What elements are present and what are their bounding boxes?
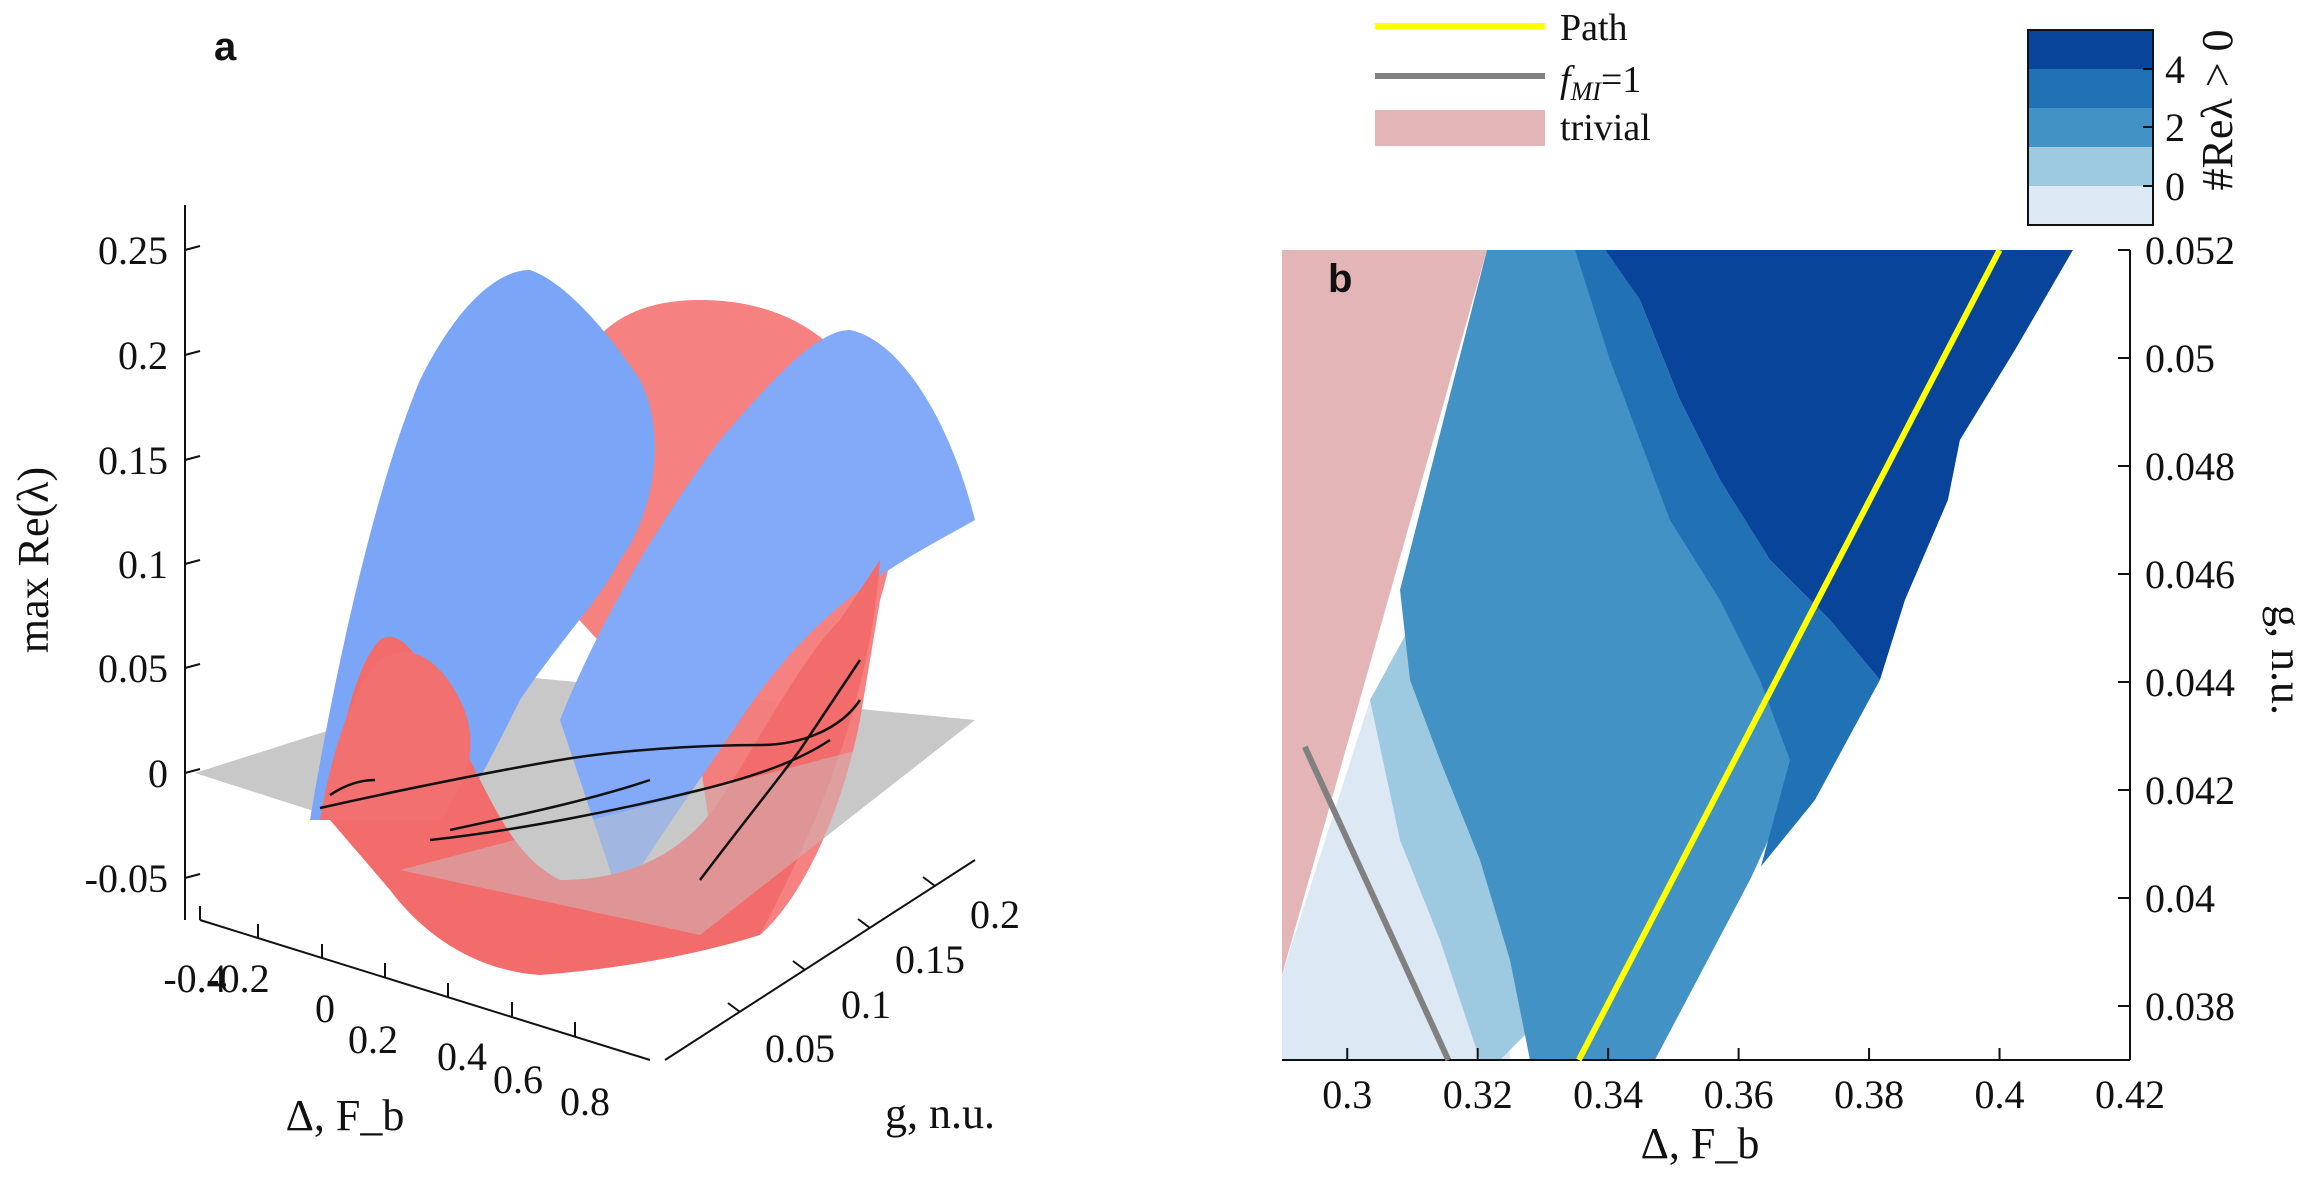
b-y-tick-label: 0.046 bbox=[2145, 552, 2235, 597]
colorbar-swatch-0 bbox=[2028, 186, 2153, 225]
legend-trivial-swatch bbox=[1375, 110, 1545, 146]
contour-line-1 bbox=[319, 699, 862, 810]
b-x-tick-label: 0.42 bbox=[2095, 1072, 2165, 1117]
b-y-tick-label: 0.052 bbox=[2145, 228, 2235, 273]
path-line bbox=[1576, 248, 2003, 1062]
z-tick-label: 0.1 bbox=[118, 542, 168, 587]
surface-blue-right bbox=[560, 330, 975, 900]
panel-b: 0.3 0.32 0.34 0.36 0.38 0.4 0.42 0.038 0.04 0.04… bbox=[1282, 7, 2300, 1168]
x-axis-label: Δ, F_b bbox=[286, 1091, 405, 1140]
zero-plane-front bbox=[400, 720, 975, 935]
z-tick-label: 0.25 bbox=[98, 228, 168, 273]
b-y-ticks: 0.038 0.04 0.042 0.044 0.046 0.048 0.05 0.052 bbox=[2118, 228, 2235, 1029]
y-tick-label: 0.1 bbox=[841, 982, 891, 1027]
y-ticks bbox=[727, 876, 936, 1013]
x-axis bbox=[199, 919, 651, 1061]
colorbar-swatch-3 bbox=[2028, 69, 2153, 108]
z-tick-label: 0.15 bbox=[98, 438, 168, 483]
legend: Path fMI=1 trivial bbox=[1375, 7, 1651, 149]
y-axis-label: g, n.u. bbox=[885, 1089, 995, 1138]
region-level-4 bbox=[1605, 250, 2073, 680]
panel-a: a 0.25 bbox=[9, 25, 1020, 1140]
panel-b-letter: b bbox=[1328, 257, 1352, 301]
b-y-tick-label: 0.038 bbox=[2145, 984, 2235, 1029]
colorbar-swatch-1 bbox=[2028, 147, 2153, 186]
z-tick-label: 0.2 bbox=[118, 333, 168, 378]
y-axis bbox=[664, 859, 976, 1061]
colorbar-tick-label: 2 bbox=[2165, 105, 2185, 150]
x-tick-label: -0.4 bbox=[163, 956, 226, 1001]
x-tick-label: 0.8 bbox=[560, 1079, 610, 1124]
z-tick-label: 0.05 bbox=[98, 646, 168, 691]
fmi-line bbox=[1302, 745, 1452, 1062]
surface-red-hill bbox=[320, 652, 471, 820]
b-x-tick-label: 0.38 bbox=[1834, 1072, 1904, 1117]
b-x-tick-label: 0.34 bbox=[1573, 1072, 1643, 1117]
x-tick-label: 0.6 bbox=[493, 1057, 543, 1102]
b-x-tick-label: 0.4 bbox=[1975, 1072, 2025, 1117]
y-tick-label: 0.05 bbox=[765, 1026, 835, 1071]
legend-path-label: Path bbox=[1560, 7, 1628, 49]
b-x-tick-label: 0.3 bbox=[1322, 1072, 1372, 1117]
surface-red-front bbox=[330, 560, 880, 975]
b-x-tick-label: 0.36 bbox=[1704, 1072, 1774, 1117]
colorbar-tick-label: 0 bbox=[2165, 164, 2185, 209]
contour-line-5 bbox=[329, 778, 376, 797]
region-trivial bbox=[1282, 250, 1487, 975]
x-tick-label: -0.2 bbox=[206, 956, 269, 1001]
colorbar-label: #Reλ > 0 bbox=[2193, 29, 2242, 190]
b-x-tick-label: 0.32 bbox=[1443, 1072, 1513, 1117]
legend-trivial-label: trivial bbox=[1560, 107, 1651, 149]
b-y-tick-label: 0.044 bbox=[2145, 660, 2235, 705]
b-x-axis-label: Δ, F_b bbox=[1641, 1119, 1760, 1168]
contour-line-3 bbox=[449, 778, 651, 832]
b-y-tick-label: 0.05 bbox=[2145, 336, 2215, 381]
z-tick-label: 0 bbox=[148, 751, 168, 796]
b-lines bbox=[1302, 248, 2003, 1062]
contour-line-4 bbox=[699, 659, 862, 881]
x-tick-label: 0 bbox=[315, 986, 335, 1031]
x-tick-label: 0.4 bbox=[437, 1034, 487, 1079]
colorbar-swatch-4 bbox=[2028, 30, 2153, 69]
b-y-tick-label: 0.04 bbox=[2145, 876, 2215, 921]
b-x-ticks: 0.3 0.32 0.34 0.36 0.38 0.4 0.42 bbox=[1322, 1048, 2165, 1117]
z-ticks bbox=[184, 245, 201, 879]
b-y-tick-label: 0.048 bbox=[2145, 444, 2235, 489]
x-ticks bbox=[199, 906, 576, 1036]
z-axis-label: max Re(λ) bbox=[9, 467, 58, 653]
b-y-axis-label: g, n.u. bbox=[2262, 605, 2300, 715]
region-level-2 bbox=[1400, 250, 1805, 1060]
region-level-3 bbox=[1575, 250, 1880, 870]
z-tick-label: -0.05 bbox=[85, 856, 168, 901]
region-outside bbox=[1655, 250, 2130, 1060]
colorbar: 0 2 4 #Reλ > 0 bbox=[2027, 29, 2242, 226]
y-tick-label: 0.15 bbox=[895, 937, 965, 982]
colorbar-swatch-2 bbox=[2028, 108, 2153, 147]
x-tick-label: 0.2 bbox=[348, 1017, 398, 1062]
b-y-tick-label: 0.042 bbox=[2145, 768, 2235, 813]
legend-fmi-label: fMI=1 bbox=[1560, 59, 1641, 106]
colorbar-tick-label: 4 bbox=[2165, 47, 2185, 92]
panel-a-letter: a bbox=[214, 25, 237, 69]
y-tick-label: 0.2 bbox=[970, 892, 1020, 937]
